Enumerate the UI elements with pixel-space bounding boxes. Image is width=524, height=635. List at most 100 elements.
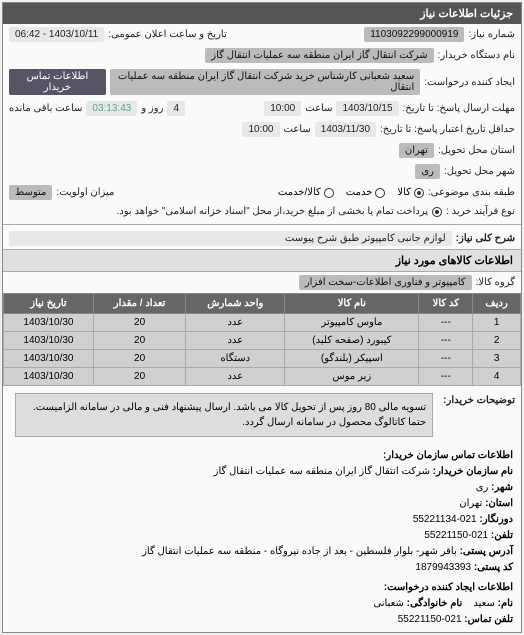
radio-dot-icon xyxy=(375,188,385,198)
city-label: شهر محل تحویل: xyxy=(444,166,515,177)
need-title-label: شرح کلی نیاز: xyxy=(456,233,515,244)
need-no-value: 1103092299000919 xyxy=(364,27,464,42)
subject-both-label: کالا/خدمت xyxy=(278,187,321,198)
footer-postal-value: 1879943393 xyxy=(415,562,471,573)
footer-org-label: نام سازمان خریدار: xyxy=(433,466,513,477)
goods-table: ردیفکد کالانام کالاواحد شمارشتعداد / مقد… xyxy=(3,293,521,386)
table-cell: زیر موس xyxy=(285,368,419,386)
table-cell: --- xyxy=(419,350,473,368)
table-cell: 20 xyxy=(93,350,185,368)
table-cell: اسپیکر (بلندگو) xyxy=(285,350,419,368)
footer-family-label: نام خانوادگی: xyxy=(407,598,463,609)
buy-type-label: نوع فرآیند خرید : xyxy=(446,206,515,217)
footer-fax-label: دورنگار: xyxy=(479,514,513,525)
footer-contact-phone-value: 021-55221150 xyxy=(398,614,462,625)
table-header: واحد شمارش xyxy=(186,294,285,314)
footer-city-value: ری xyxy=(476,482,489,493)
validity-date: 1403/11/30 xyxy=(315,122,376,137)
table-row: 4---زیر موسعدد201403/10/30 xyxy=(4,368,521,386)
table-header: نام کالا xyxy=(285,294,419,314)
subject-goods-radio[interactable]: کالا xyxy=(397,187,424,198)
footer-phone-value: 021-55221150 xyxy=(424,530,488,541)
table-header: تاریخ نیاز xyxy=(4,294,94,314)
deadline-send-time: 10:00 xyxy=(264,101,301,116)
table-cell: ماوس کامپیوتر xyxy=(285,314,419,332)
footer-city-label: شهر: xyxy=(491,482,513,493)
footer-name-label: نام: xyxy=(498,598,513,609)
table-header: ردیف xyxy=(473,294,521,314)
buy-type-note: پرداخت تمام یا بخشی از مبلغ خرید،از محل … xyxy=(117,206,429,217)
table-row: 3---اسپیکر (بلندگو)دستگاه201403/10/30 xyxy=(4,350,521,368)
creator-label: ایجاد کننده درخواست: xyxy=(424,77,515,88)
province-value: تهران xyxy=(399,143,434,158)
goods-group-value: کامپیوتر و فناوری اطلاعات-سخت افزار xyxy=(299,275,472,290)
city-value: ری xyxy=(415,164,440,179)
table-cell: عدد xyxy=(186,314,285,332)
goods-section-title: اطلاعات کالاهای مورد نیاز xyxy=(3,249,521,272)
goods-group-label: گروه کالا: xyxy=(476,277,515,288)
footer-creator-title: اطلاعات ایجاد کننده درخواست: xyxy=(11,580,513,596)
table-cell: 1403/10/30 xyxy=(4,314,94,332)
table-cell: 1403/10/30 xyxy=(4,332,94,350)
radio-dot-icon xyxy=(324,188,334,198)
deadline-send-date: 1403/10/15 xyxy=(336,101,398,116)
time-label-1: ساعت xyxy=(305,103,332,114)
footer-contact-phone-label: تلفن تماس: xyxy=(464,614,513,625)
table-header: کد کالا xyxy=(419,294,473,314)
table-cell: 3 xyxy=(473,350,521,368)
radio-dot-icon xyxy=(432,207,442,217)
validity-time: 10:00 xyxy=(242,122,279,137)
announce-value: 1403/10/11 - 06:42 xyxy=(9,27,104,42)
priority-label: میزان اولویت: xyxy=(56,187,114,198)
time-unit: ساعت باقی مانده xyxy=(9,103,82,114)
table-cell: 20 xyxy=(93,368,185,386)
footer-phone-label: تلفن: xyxy=(491,530,513,541)
footer-postal-label: کد پستی: xyxy=(474,562,513,573)
table-cell: عدد xyxy=(186,368,285,386)
creator-value: سعید شعبانی کارشناس خرید شرکت انتقال گاز… xyxy=(110,69,420,95)
footer-fax-value: 021-55221134 xyxy=(413,514,477,525)
days-remaining: 4 xyxy=(167,101,185,116)
subject-type-radio-group: کالا خدمت کالا/خدمت xyxy=(278,187,424,198)
table-cell: --- xyxy=(419,314,473,332)
footer-name-value: سعید xyxy=(473,598,494,609)
table-cell: 2 xyxy=(473,332,521,350)
subject-both-radio[interactable]: کالا/خدمت xyxy=(278,187,334,198)
deadline-send-label: مهلت ارسال پاسخ: تا تاریخ: xyxy=(403,103,515,114)
table-cell: 20 xyxy=(93,332,185,350)
need-no-label: شماره نیاز: xyxy=(468,29,515,40)
table-cell: 1403/10/30 xyxy=(4,350,94,368)
footer-province-value: تهران xyxy=(459,498,482,509)
table-row: 1---ماوس کامپیوترعدد201403/10/30 xyxy=(4,314,521,332)
table-cell: 1403/10/30 xyxy=(4,368,94,386)
province-label: استان محل تحویل: xyxy=(438,145,515,156)
footer-address-label: آدرس پستی: xyxy=(460,546,513,557)
need-title-value: لوازم جانبی کامپیوتر طبق شرح پیوست xyxy=(9,231,452,246)
table-cell: دستگاه xyxy=(186,350,285,368)
contact-buyer-button[interactable]: اطلاعات تماس خریدار xyxy=(9,69,106,95)
table-cell: 20 xyxy=(93,314,185,332)
time-label-2: ساعت xyxy=(284,124,311,135)
table-cell: 4 xyxy=(473,368,521,386)
notes-text: تسویه مالی 80 روز پس از تحویل کالا می با… xyxy=(15,393,433,437)
table-cell: عدد xyxy=(186,332,285,350)
footer-title: اطلاعات تماس سازمان خریدار: xyxy=(11,448,513,464)
table-cell: --- xyxy=(419,368,473,386)
notes-label: توضیحات خریدار: xyxy=(443,389,515,406)
time-remaining: 03:13:43 xyxy=(86,101,137,116)
announce-label: تاریخ و ساعت اعلان عمومی: xyxy=(108,29,227,40)
footer-org-value: شرکت انتقال گاز ایران منطقه سه عملیات ان… xyxy=(214,466,430,477)
priority-value: متوسط xyxy=(9,185,52,200)
footer-family-value: شعبانی xyxy=(373,598,403,609)
table-cell: --- xyxy=(419,332,473,350)
radio-dot-icon xyxy=(414,188,424,198)
days-unit: روز و xyxy=(141,103,163,114)
buyer-value: شرکت انتقال گاز ایران منطقه سه عملیات ان… xyxy=(205,48,433,63)
subject-service-label: خدمت xyxy=(346,187,373,198)
table-cell: 1 xyxy=(473,314,521,332)
subject-service-radio[interactable]: خدمت xyxy=(346,187,386,198)
footer-address-value: باقر شهر- بلوار فلسطین - بعد از جاده نیر… xyxy=(142,546,457,557)
footer-province-label: استان: xyxy=(485,498,513,509)
subject-goods-label: کالا xyxy=(397,187,411,198)
table-header: تعداد / مقدار xyxy=(93,294,185,314)
